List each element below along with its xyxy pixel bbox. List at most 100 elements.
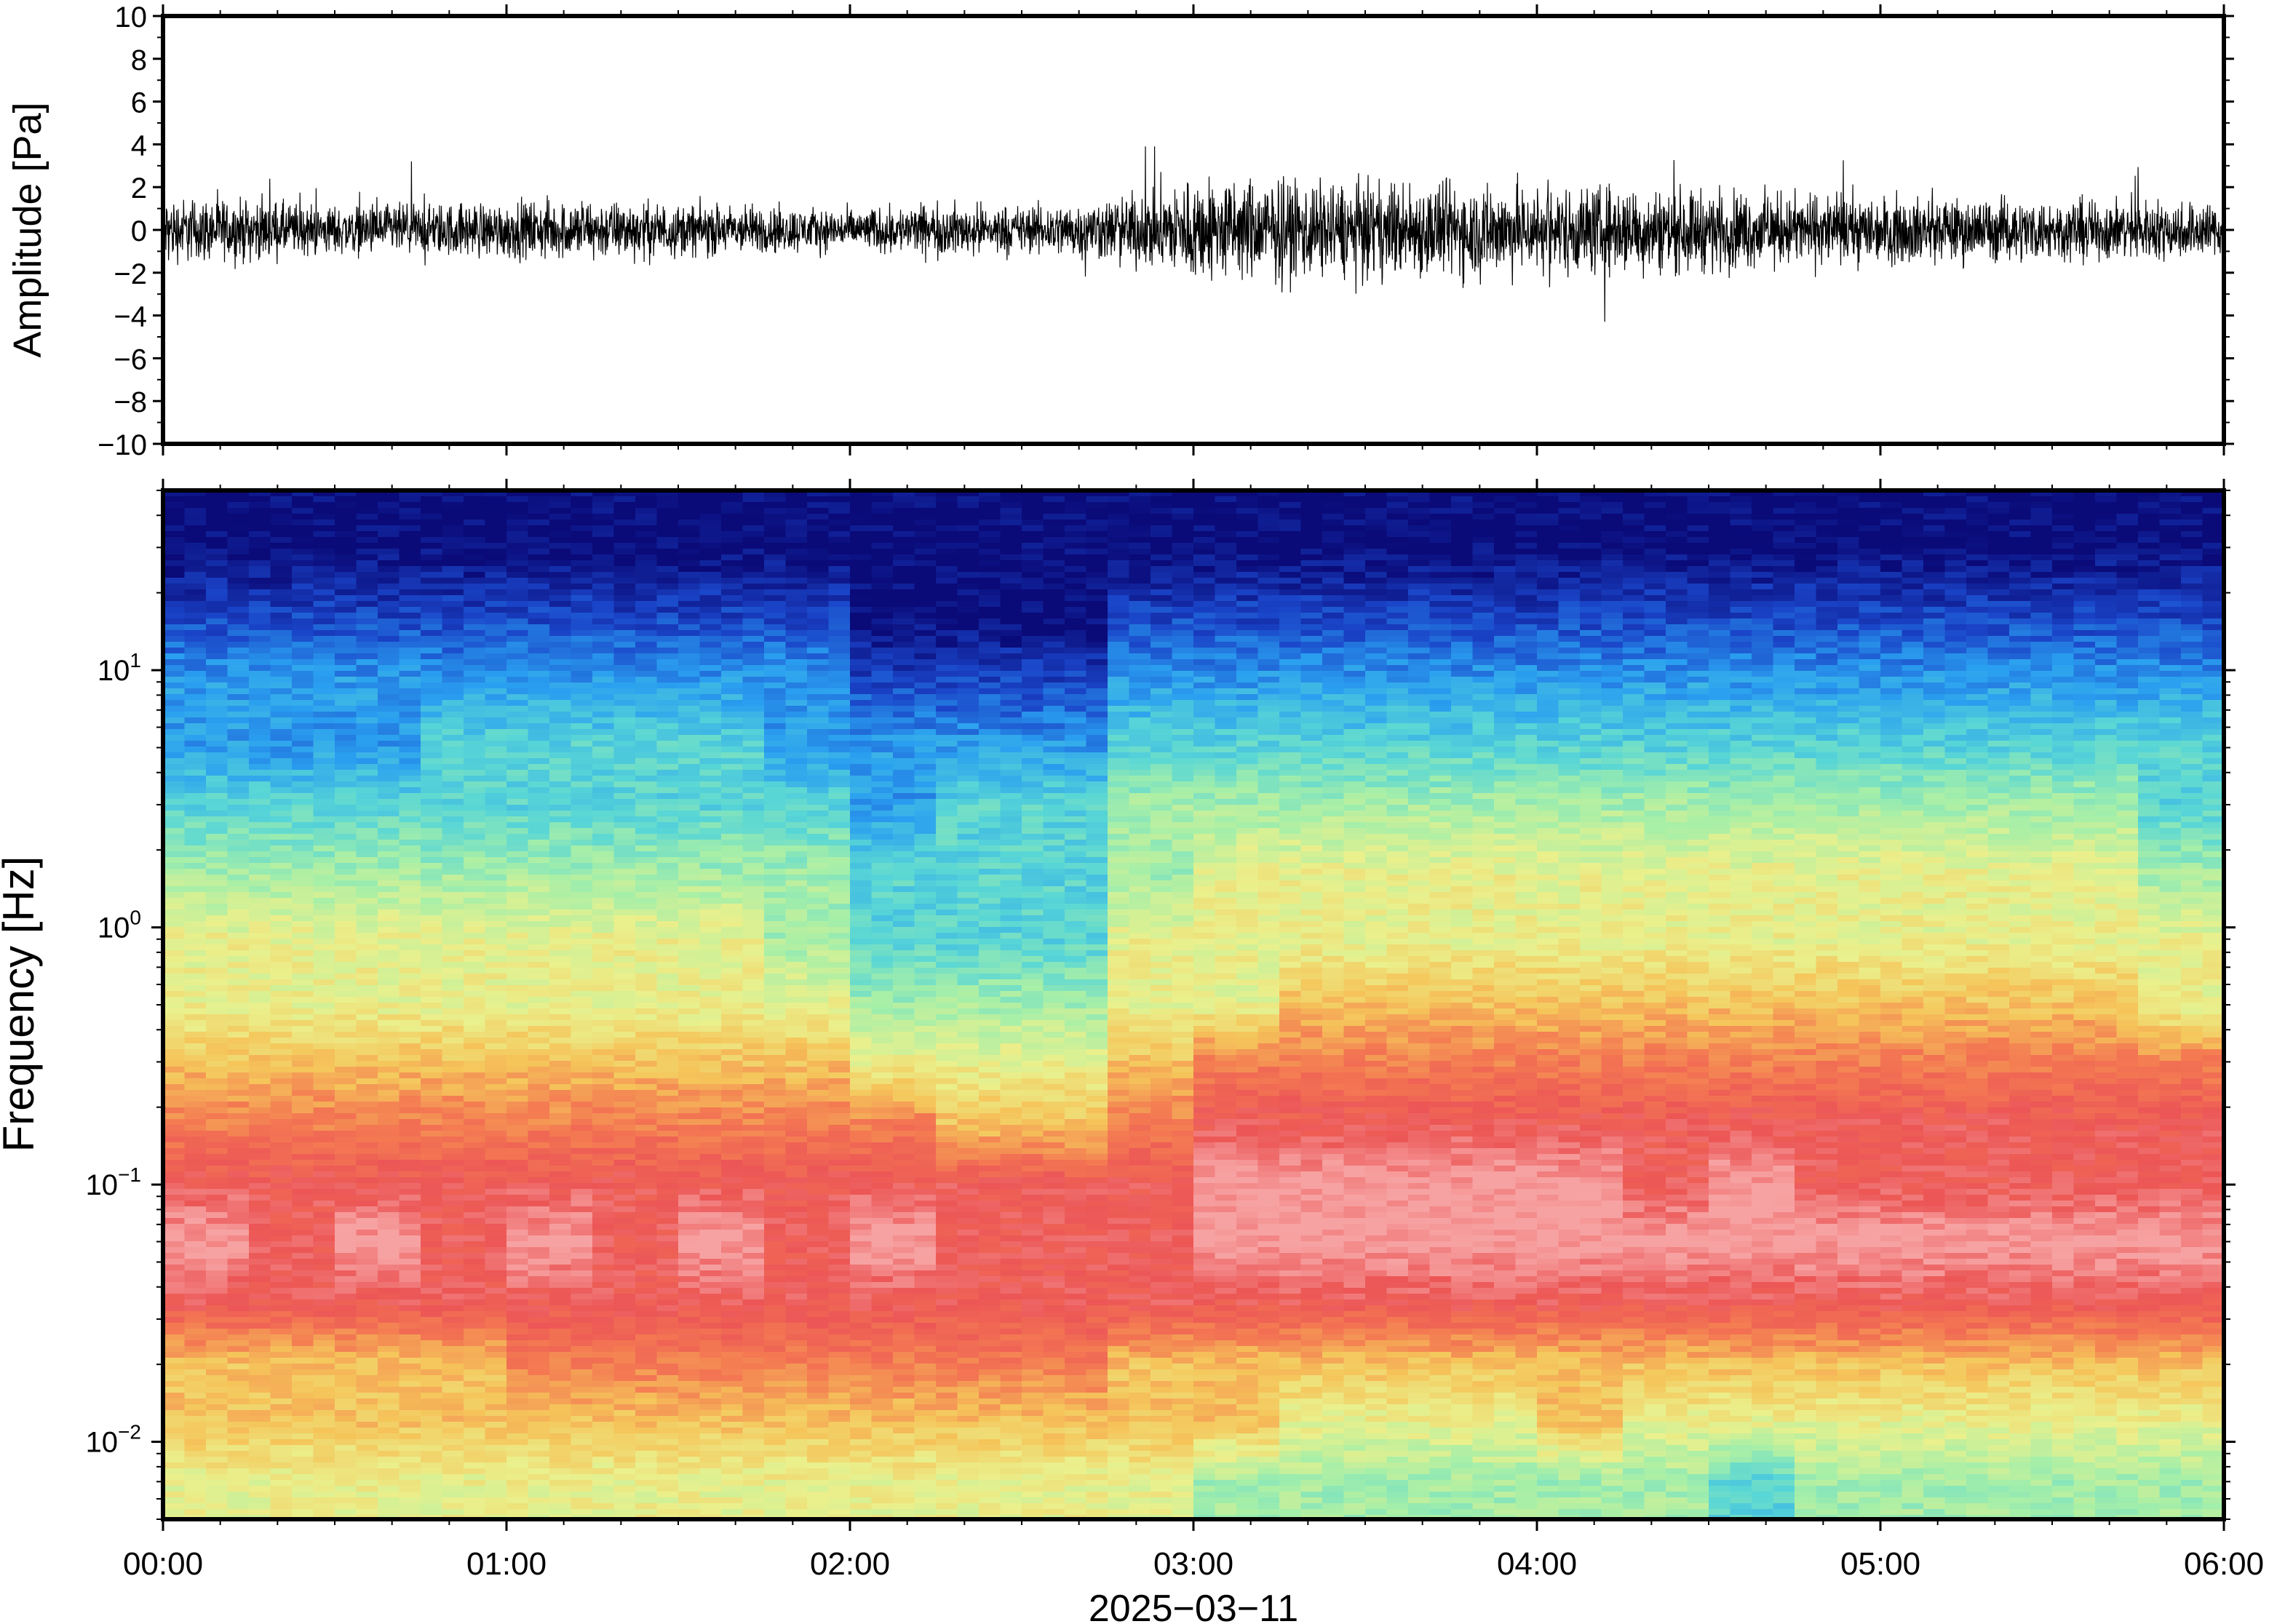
- spectrogram-cell: [506, 613, 529, 619]
- spectrogram-cell: [678, 1241, 701, 1248]
- spectrogram-cell: [399, 828, 421, 835]
- spectrogram-cell: [699, 601, 722, 608]
- spectrogram-cell: [292, 1259, 314, 1265]
- spectrogram-cell: [699, 1410, 722, 1417]
- spectrogram-cell: [378, 1428, 400, 1434]
- spectrogram-cell: [506, 607, 529, 613]
- spectrogram-cell: [313, 962, 335, 968]
- spectrogram-cell: [656, 624, 679, 631]
- spectrogram-cell: [485, 1503, 507, 1510]
- spectrogram-cell: [206, 508, 229, 514]
- spectrogram-cell: [163, 828, 186, 835]
- spectrogram-cell: [656, 869, 679, 875]
- spectrogram-cell: [184, 863, 207, 869]
- spectrogram-cell: [270, 537, 293, 544]
- spectrogram-cell: [292, 677, 314, 683]
- spectrogram-cell: [678, 682, 701, 689]
- spectrogram-cell: [613, 508, 636, 514]
- spectrogram-cell: [635, 811, 658, 817]
- spectrogram-cell: [635, 1364, 658, 1370]
- spectrogram-cell: [635, 1503, 658, 1510]
- spectrogram-cell: [249, 560, 271, 567]
- spectrogram-cell: [485, 979, 507, 986]
- spectrogram-cell: [549, 1061, 572, 1067]
- spectrogram-cell: [549, 851, 572, 858]
- spectrogram-cell: [292, 1160, 314, 1166]
- spectrogram-cell: [313, 642, 335, 648]
- spectrogram-cell: [184, 968, 207, 974]
- spectrogram-cell: [464, 1061, 486, 1067]
- spectrogram-cell: [399, 1008, 421, 1015]
- spectrogram-cell: [592, 799, 615, 805]
- spectrogram-cell: [742, 578, 765, 584]
- spectrogram-cell: [249, 1049, 271, 1056]
- spectrogram-cell: [721, 1299, 744, 1306]
- spectrogram-cell: [442, 997, 464, 1003]
- spectrogram-cell: [699, 560, 722, 567]
- spectrogram-cell: [635, 834, 658, 840]
- spectrogram-cell: [356, 939, 378, 945]
- spectrogram-cell: [399, 1119, 421, 1126]
- spectrogram-cell: [549, 764, 572, 771]
- spectrogram-cell: [249, 1218, 271, 1225]
- spectrogram-cell: [656, 1422, 679, 1428]
- spectrogram-cell: [656, 892, 679, 899]
- spectrogram-cell: [592, 1003, 615, 1009]
- spectrogram-cell: [656, 915, 679, 922]
- spectrogram-cell: [678, 1265, 701, 1271]
- spectrogram-cell: [442, 1177, 464, 1184]
- spectrogram-cell: [506, 1055, 529, 1062]
- spectrogram-cell: [227, 1177, 250, 1184]
- spectrogram-cell: [249, 979, 271, 986]
- spectrogram-cell: [206, 1177, 229, 1184]
- spectrogram-cell: [506, 1416, 529, 1422]
- spectrogram-cell: [721, 1480, 744, 1486]
- spectrogram-cell: [464, 531, 486, 538]
- spectrogram-cell: [335, 1008, 357, 1015]
- spectrogram-cell: [270, 1474, 293, 1481]
- spectrogram-cell: [678, 1468, 701, 1475]
- spectrogram-cell: [399, 717, 421, 724]
- spectrogram-cell: [699, 1096, 722, 1102]
- spectrogram-cell: [656, 1201, 679, 1207]
- spectrogram-cell: [549, 1003, 572, 1009]
- spectrogram-cell: [206, 682, 229, 689]
- spectrogram-cell: [549, 607, 572, 613]
- spectrogram-cell: [184, 1288, 207, 1294]
- spectrogram-cell: [656, 1032, 679, 1038]
- spectrogram-cell: [528, 968, 550, 974]
- spectrogram-cell: [313, 601, 335, 608]
- spectrogram-cell: [163, 1032, 186, 1038]
- spectrogram-cell: [442, 927, 464, 934]
- spectrogram-cell: [292, 939, 314, 945]
- spectrogram-cell: [313, 595, 335, 602]
- spectrogram-cell: [464, 1422, 486, 1428]
- spectrogram-cell: [656, 613, 679, 619]
- spectrogram-cell: [206, 1451, 229, 1457]
- spectrogram-cell: [549, 1305, 572, 1312]
- spectrogram-cell: [656, 618, 679, 625]
- spectrogram-cell: [506, 1492, 529, 1498]
- spectrogram-cell: [399, 1486, 421, 1492]
- spectrogram-cell: [464, 1416, 486, 1422]
- spectrogram-cell: [227, 1468, 250, 1475]
- spectrogram-cell: [184, 1451, 207, 1457]
- spectrogram-cell: [699, 735, 722, 741]
- spectrogram-cell: [356, 892, 378, 899]
- spectrogram-cell: [549, 875, 572, 881]
- spectrogram-cell: [721, 1241, 744, 1248]
- spectrogram-cell: [678, 1445, 701, 1452]
- spectrogram-cell: [592, 787, 615, 794]
- spectrogram-cell: [613, 1218, 636, 1225]
- spectrogram-cell: [613, 589, 636, 596]
- spectrogram-cell: [270, 572, 293, 578]
- spectrogram-cell: [399, 543, 421, 549]
- spectrogram-cell: [464, 1224, 486, 1230]
- spectrogram-cell: [399, 1439, 421, 1446]
- spectrogram-cell: [613, 933, 636, 939]
- spectrogram-cell: [163, 933, 186, 939]
- waveform-x-ticks: [162, 4, 2225, 455]
- spectrogram-cell: [442, 1078, 464, 1085]
- spectrogram-cell: [421, 1509, 443, 1516]
- spectrogram-cell: [421, 1212, 443, 1219]
